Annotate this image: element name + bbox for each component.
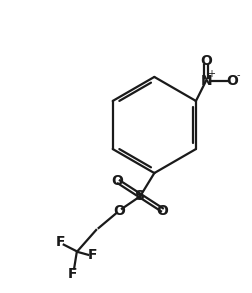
Text: O: O [113, 204, 124, 218]
Text: O: O [111, 174, 123, 188]
Text: O: O [156, 204, 168, 218]
Text: F: F [55, 235, 65, 249]
Text: F: F [68, 267, 77, 281]
Text: F: F [87, 248, 97, 262]
Text: O: O [199, 54, 211, 68]
Text: O: O [226, 74, 238, 88]
Text: +: + [206, 69, 214, 79]
Text: -: - [236, 70, 239, 80]
Text: N: N [200, 74, 211, 88]
Text: S: S [135, 189, 145, 203]
